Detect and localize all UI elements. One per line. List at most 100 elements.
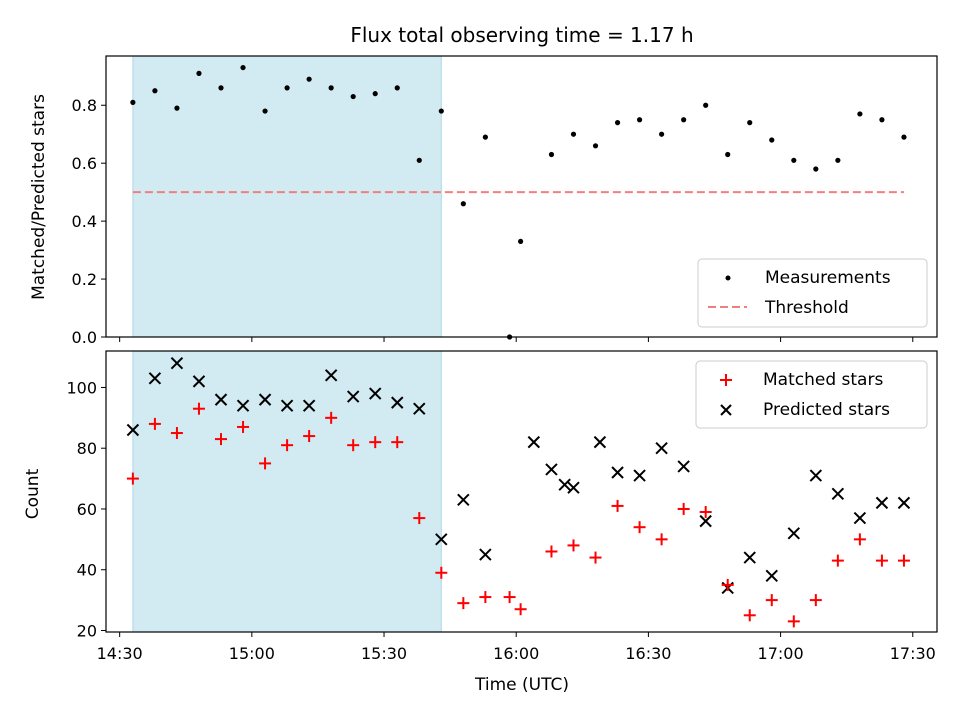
x-tick-label: 14:30 <box>97 644 143 663</box>
measurement-point <box>747 120 753 126</box>
measurement-point <box>725 151 731 158</box>
matched-star-point <box>126 472 139 485</box>
measurement-point <box>394 85 400 91</box>
matched-star-point <box>897 554 910 567</box>
legend-matched-marker <box>720 374 732 386</box>
predicted-star-point <box>558 478 571 491</box>
legend-predicted-label: Predicted stars <box>763 400 890 420</box>
predicted-star-point <box>545 463 558 476</box>
matched-star-point <box>589 551 602 564</box>
predicted-star-point <box>611 466 624 479</box>
top-x-axis-ticks <box>119 337 914 342</box>
predicted-star-point <box>302 399 316 412</box>
measurement-point <box>306 76 312 82</box>
measurement-point <box>328 85 334 91</box>
chart-title: Flux total observing time = 1.17 h <box>350 23 693 47</box>
measurement-point <box>152 88 158 94</box>
bottom-y-tick-label: 80 <box>77 439 97 458</box>
matched-star-point <box>435 566 448 579</box>
matched-star-point <box>567 539 580 552</box>
bottom-legend-box <box>695 360 928 429</box>
bottom-y-tick-label: 20 <box>77 621 97 640</box>
top-y-tick-label: 0.2 <box>72 270 97 289</box>
predicted-star-point <box>809 469 823 482</box>
predicted-star-point <box>435 533 448 546</box>
predicted-star-point <box>413 402 426 415</box>
bottom-panel: 20 40 60 80 100 14:30 15:00 15:30 16:00 16:30 17:… <box>23 350 938 695</box>
predicted-star-point <box>148 372 162 385</box>
measurement-point <box>240 64 246 71</box>
predicted-star-point <box>346 390 360 403</box>
matched-star-point <box>503 591 516 604</box>
measurement-point <box>879 117 885 123</box>
measurement-point <box>835 157 841 163</box>
matched-star-point <box>699 506 712 519</box>
x-tick-label: 17:30 <box>890 644 936 663</box>
predicted-star-point <box>567 481 580 494</box>
bottom-y-tick-label: 40 <box>77 561 97 580</box>
measurement-point <box>218 85 224 91</box>
predicted-star-point <box>236 399 250 412</box>
x-tick-label: 15:30 <box>361 644 407 663</box>
legend-threshold-label: Threshold <box>764 298 849 318</box>
matched-star-point <box>721 578 734 591</box>
legend-measurements-marker <box>725 275 731 281</box>
matched-star-point <box>281 439 294 452</box>
top-y-tick-label: 0.4 <box>72 212 97 231</box>
measurement-point <box>857 111 863 117</box>
measurement-point <box>813 166 819 172</box>
matched-star-point <box>325 411 338 424</box>
measurement-point <box>350 93 356 100</box>
predicted-star-point <box>324 369 338 382</box>
matched-stars-series <box>126 402 910 628</box>
measurement-point <box>262 108 268 114</box>
predicted-star-point <box>633 469 646 482</box>
measurements-series <box>130 64 907 340</box>
legend-matched-label: Matched stars <box>763 370 883 390</box>
matched-star-point <box>677 502 690 515</box>
predicted-star-point <box>170 356 184 370</box>
matched-star-point <box>479 591 492 604</box>
x-tick-label: 16:00 <box>493 644 539 663</box>
matched-star-point <box>413 512 426 525</box>
predicted-star-point <box>214 393 228 406</box>
predicted-star-point <box>280 399 294 412</box>
measurement-point <box>614 120 621 126</box>
measurement-point <box>284 85 290 91</box>
matched-star-point <box>831 554 844 567</box>
matched-star-point <box>237 420 250 433</box>
measurement-point <box>196 70 202 76</box>
matched-star-point <box>259 457 272 470</box>
matched-star-point <box>514 603 527 616</box>
predicted-star-point <box>391 396 404 409</box>
measurement-point <box>636 117 643 123</box>
measurement-point <box>482 134 488 140</box>
measurement-point <box>460 201 466 207</box>
matched-star-point <box>303 430 316 443</box>
measurement-point <box>901 134 907 140</box>
top-y-axis-ticks: 0.0 0.2 0.4 0.6 0.8 <box>72 96 106 347</box>
bottom-y-axis-ticks: 20 40 60 80 100 <box>66 378 106 640</box>
measurement-point <box>592 143 599 149</box>
measurement-point <box>518 238 524 245</box>
measurement-point <box>681 117 687 123</box>
predicted-star-point <box>897 496 911 510</box>
matched-star-point <box>192 402 205 415</box>
predicted-star-point <box>126 423 140 437</box>
top-panel: 0.00.20.40.60.8 Matched/Predicted stars … <box>29 55 938 347</box>
legend-measurements-label: Measurements <box>765 268 891 288</box>
top-y-tick-label: 0.0 <box>72 328 97 347</box>
predicted-star-point <box>875 496 889 510</box>
matched-star-point <box>809 594 822 607</box>
predicted-star-point <box>192 375 206 388</box>
matched-star-point <box>170 427 183 440</box>
matched-star-point <box>457 597 470 610</box>
matched-star-point <box>787 615 800 628</box>
predicted-star-point <box>743 551 756 564</box>
legend-predicted-marker <box>720 404 732 416</box>
predicted-star-point <box>479 548 492 561</box>
top-y-tick-label: 0.8 <box>72 96 97 115</box>
matched-star-point <box>875 554 888 567</box>
matched-star-point <box>611 499 624 512</box>
